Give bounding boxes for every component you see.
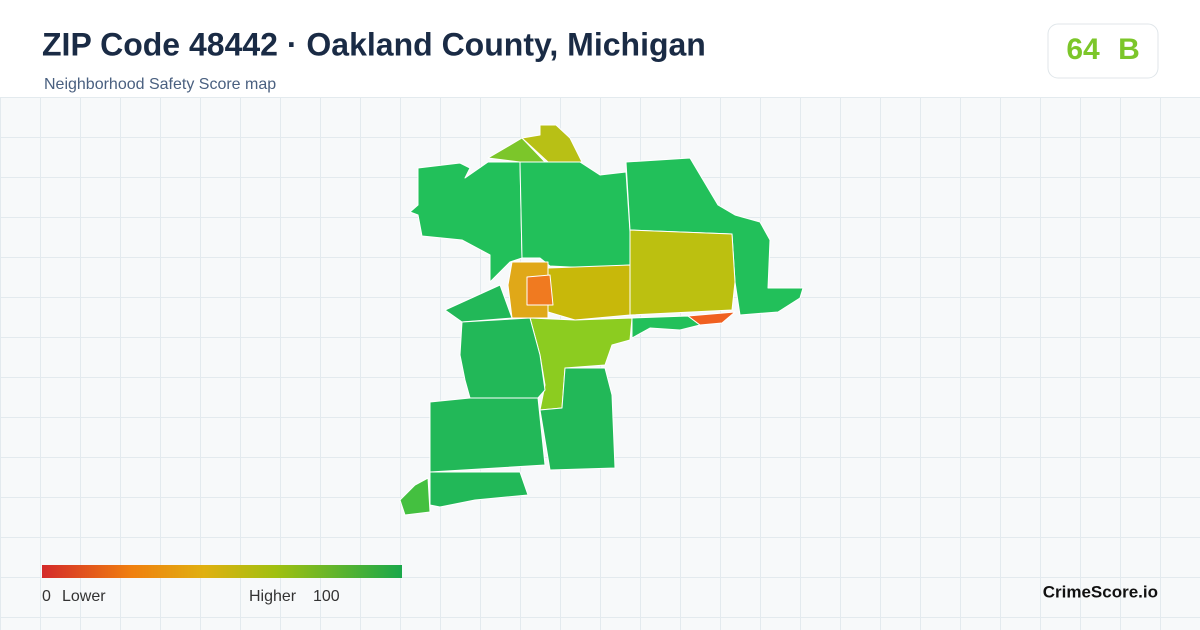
region [429,397,546,473]
title: ZIP Code 48442 · Oakland County, Michiga… [42,26,706,62]
region [529,317,633,411]
score-value: 64 [1066,33,1100,66]
subtitle: Neighborhood Safety Score map [44,76,276,93]
region [519,161,631,269]
legend-min: 0 [42,588,51,605]
legend-gradient [42,565,402,578]
region [444,284,513,323]
map-regions [399,124,804,516]
region [629,229,736,316]
region [539,367,616,471]
region [487,137,546,163]
score-badge [1047,23,1159,79]
legend-min-label: Lower [62,588,106,605]
brand: CrimeScore.io [1043,582,1158,601]
region [409,161,523,283]
region [547,264,631,321]
map-grid [0,97,1200,630]
score-grade: B [1118,33,1140,66]
region [399,477,431,516]
region [521,124,583,163]
legend-max-label: Higher [249,588,297,605]
legend-max: 100 [313,588,340,605]
region [459,317,546,399]
region [687,311,736,326]
region [526,274,554,306]
